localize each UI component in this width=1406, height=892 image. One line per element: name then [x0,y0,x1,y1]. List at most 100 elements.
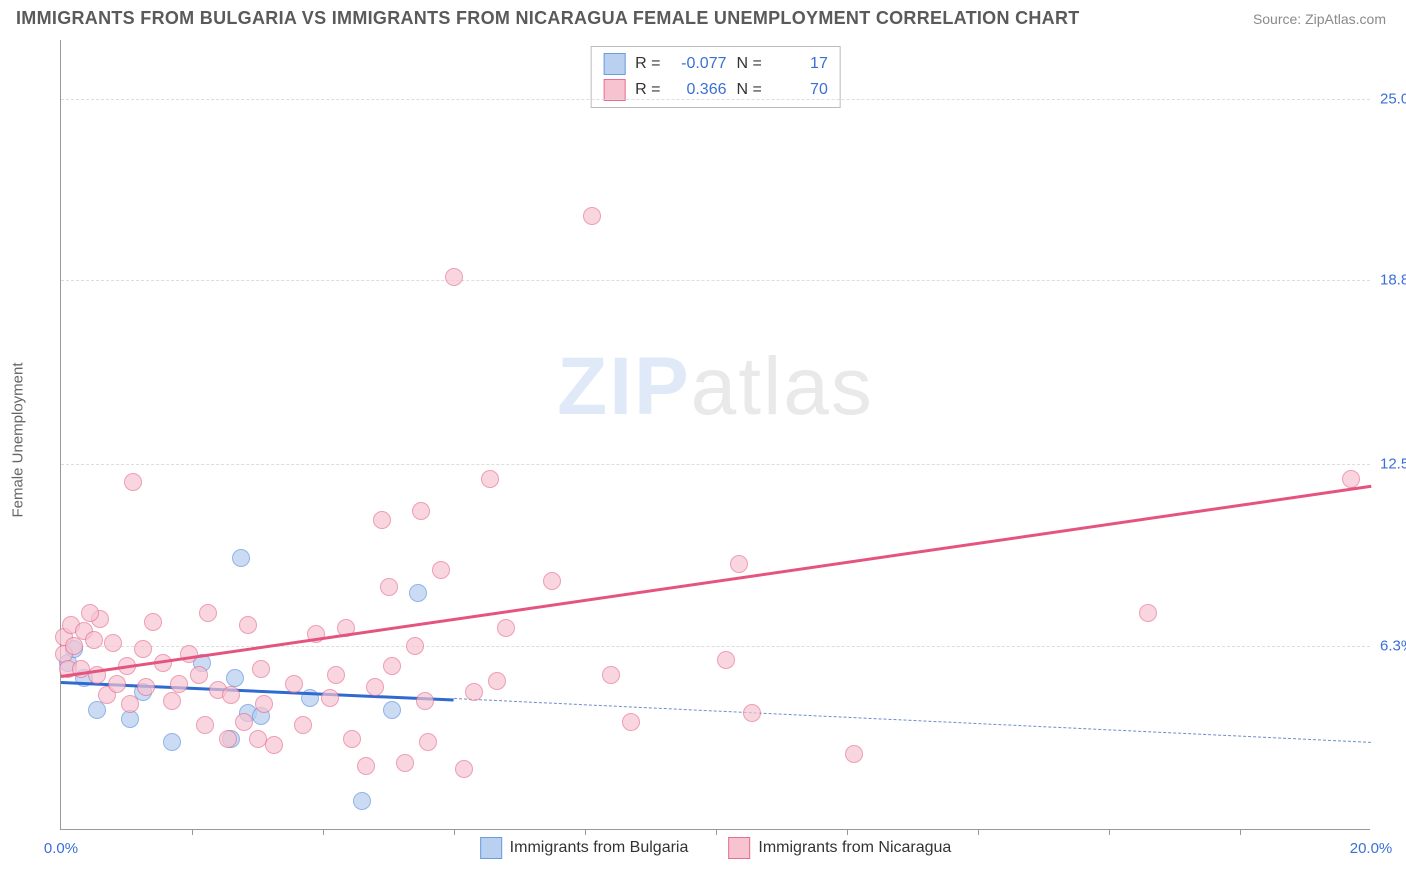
data-point-nicaragua [199,604,217,622]
xtick-label: 0.0% [44,840,78,857]
data-point-nicaragua [137,678,155,696]
data-point-nicaragua [412,502,430,520]
legend-label-bulgaria: Immigrants from Bulgaria [510,839,689,857]
data-point-nicaragua [252,660,270,678]
grid-line [61,99,1370,100]
chart-header: IMMIGRANTS FROM BULGARIA VS IMMIGRANTS F… [0,0,1406,33]
stats-R-label: R = [635,81,660,99]
regression-line-dashed [454,698,1371,743]
data-point-nicaragua [144,613,162,631]
data-point-nicaragua [416,692,434,710]
data-point-nicaragua [249,730,267,748]
watermark-zip: ZIP [557,341,691,432]
stats-R-bulgaria: -0.077 [671,55,727,73]
chart-source: Source: ZipAtlas.com [1253,11,1386,27]
data-point-nicaragua [108,675,126,693]
stats-R-label: R = [635,55,660,73]
data-point-nicaragua [255,695,273,713]
data-point-nicaragua [81,604,99,622]
xtick-mark [716,829,717,835]
data-point-nicaragua [845,745,863,763]
stats-N-bulgaria: 17 [772,55,828,73]
data-point-nicaragua [730,555,748,573]
data-point-nicaragua [239,616,257,634]
data-point-nicaragua [222,686,240,704]
data-point-nicaragua [163,692,181,710]
data-point-nicaragua [134,640,152,658]
data-point-nicaragua [196,716,214,734]
data-point-nicaragua [419,733,437,751]
data-point-nicaragua [190,666,208,684]
data-point-nicaragua [357,757,375,775]
data-point-nicaragua [1342,470,1360,488]
data-point-nicaragua [481,470,499,488]
legend-item-nicaragua: Immigrants from Nicaragua [728,837,951,859]
stats-N-label: N = [737,55,762,73]
xtick-mark [454,829,455,835]
plot-region: ZIPatlas R = -0.077 N = 17 R = 0.366 N =… [60,40,1370,830]
watermark-atlas: atlas [691,341,874,432]
y-axis-label: Female Unemployment [10,362,27,517]
stats-N-label: N = [737,81,762,99]
xtick-mark [323,829,324,835]
data-point-nicaragua [743,704,761,722]
watermark: ZIPatlas [557,340,874,434]
data-point-nicaragua [219,730,237,748]
swatch-nicaragua [728,837,750,859]
chart-area: Female Unemployment ZIPatlas R = -0.077 … [50,40,1390,840]
stats-R-nicaragua: 0.366 [671,81,727,99]
data-point-nicaragua [455,760,473,778]
xtick-mark [192,829,193,835]
bottom-legend: Immigrants from Bulgaria Immigrants from… [480,837,952,859]
regression-line [61,485,1371,678]
xtick-mark [585,829,586,835]
xtick-mark [978,829,979,835]
ytick-label: 12.5% [1380,456,1406,473]
data-point-nicaragua [432,561,450,579]
data-point-nicaragua [543,572,561,590]
chart-title: IMMIGRANTS FROM BULGARIA VS IMMIGRANTS F… [16,8,1080,29]
data-point-nicaragua [465,683,483,701]
data-point-nicaragua [583,207,601,225]
data-point-nicaragua [104,634,122,652]
data-point-nicaragua [343,730,361,748]
stats-N-nicaragua: 70 [772,81,828,99]
stats-row-bulgaria: R = -0.077 N = 17 [603,51,828,77]
ytick-label: 6.3% [1380,637,1406,654]
data-point-nicaragua [445,268,463,286]
swatch-bulgaria [480,837,502,859]
data-point-nicaragua [383,657,401,675]
data-point-nicaragua [717,651,735,669]
data-point-nicaragua [602,666,620,684]
data-point-nicaragua [406,637,424,655]
data-point-nicaragua [1139,604,1157,622]
ytick-label: 25.0% [1380,90,1406,107]
data-point-nicaragua [235,713,253,731]
data-point-nicaragua [294,716,312,734]
grid-line [61,464,1370,465]
xtick-mark [1240,829,1241,835]
data-point-nicaragua [366,678,384,696]
data-point-nicaragua [85,631,103,649]
data-point-nicaragua [622,713,640,731]
legend-item-bulgaria: Immigrants from Bulgaria [480,837,689,859]
data-point-nicaragua [285,675,303,693]
data-point-bulgaria [383,701,401,719]
xtick-label: 20.0% [1350,840,1393,857]
data-point-bulgaria [232,549,250,567]
data-point-bulgaria [409,584,427,602]
data-point-nicaragua [488,672,506,690]
data-point-bulgaria [226,669,244,687]
data-point-nicaragua [265,736,283,754]
data-point-nicaragua [396,754,414,772]
xtick-mark [847,829,848,835]
data-point-nicaragua [321,689,339,707]
data-point-nicaragua [497,619,515,637]
data-point-nicaragua [380,578,398,596]
data-point-nicaragua [373,511,391,529]
xtick-mark [1109,829,1110,835]
data-point-bulgaria [353,792,371,810]
data-point-nicaragua [121,695,139,713]
data-point-nicaragua [327,666,345,684]
grid-line [61,280,1370,281]
